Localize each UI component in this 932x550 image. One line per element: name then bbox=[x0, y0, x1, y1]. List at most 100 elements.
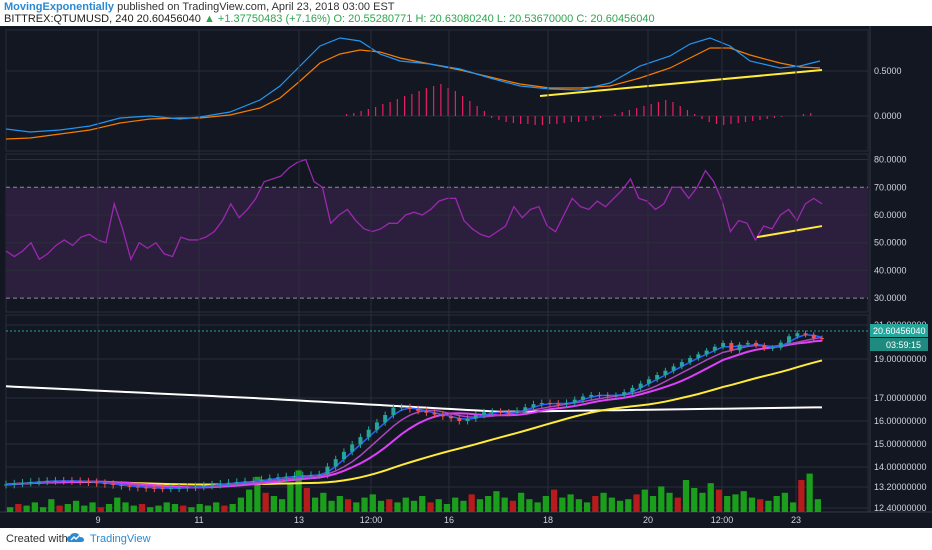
volume-bar bbox=[526, 499, 533, 512]
candle-body bbox=[572, 399, 577, 403]
candle-body bbox=[556, 403, 561, 405]
volume-bar bbox=[509, 500, 517, 512]
volume-bar bbox=[221, 505, 228, 512]
candle-body bbox=[374, 422, 379, 430]
volume-bar bbox=[81, 505, 88, 512]
volume-bar bbox=[147, 507, 154, 512]
volume-bar bbox=[97, 507, 104, 512]
candle-body bbox=[111, 483, 116, 485]
footer: Created with TradingView bbox=[0, 528, 932, 550]
volume-bar bbox=[56, 505, 63, 512]
volume-bar bbox=[353, 502, 360, 512]
volume-bar bbox=[229, 504, 236, 512]
volume-bar bbox=[303, 488, 310, 512]
candle-body bbox=[721, 343, 726, 347]
candle-body bbox=[36, 481, 41, 483]
candle-body bbox=[712, 346, 717, 351]
volume-bar bbox=[361, 497, 368, 512]
candle-body bbox=[564, 402, 569, 405]
volume-bar bbox=[559, 497, 566, 512]
volume-bar bbox=[138, 504, 146, 512]
volume-bar bbox=[394, 502, 401, 512]
volume-bar bbox=[641, 489, 648, 512]
trading-chart[interactable]: 0.5000 0.0000 80.0000 70.0000 60.0000 50.0000… bbox=[0, 26, 932, 528]
volume-bar bbox=[658, 486, 665, 512]
candle-body bbox=[646, 379, 651, 384]
volume-bar bbox=[114, 497, 121, 512]
candle-body bbox=[630, 387, 635, 393]
volume-bar bbox=[204, 505, 212, 512]
candle-body bbox=[655, 374, 660, 380]
time-tick-label: 11 bbox=[194, 515, 203, 525]
candle-body bbox=[201, 485, 206, 487]
volume-bar bbox=[773, 496, 780, 512]
candle-body bbox=[267, 478, 272, 480]
volume-bar bbox=[592, 496, 599, 512]
volume-bar bbox=[336, 496, 343, 512]
candle-body bbox=[737, 344, 742, 351]
ema-slow-line bbox=[5, 339, 823, 489]
time-tick-label: 23 bbox=[791, 515, 801, 525]
candle-body bbox=[341, 451, 346, 460]
volume-bar bbox=[600, 492, 607, 512]
volume-bar bbox=[180, 505, 187, 512]
time-tick-label: 12:00 bbox=[711, 515, 734, 525]
volume-bar bbox=[608, 497, 615, 512]
rsi-line bbox=[5, 158, 823, 262]
rsi-tick-label: 70.0000 bbox=[874, 182, 907, 192]
tradingview-link[interactable]: TradingView bbox=[90, 533, 151, 545]
ema-mid-line bbox=[5, 336, 823, 489]
candle-body bbox=[119, 484, 124, 486]
candle-body bbox=[358, 437, 363, 445]
macd-trendline bbox=[539, 69, 823, 97]
volume-bar bbox=[402, 497, 409, 512]
time-tick-label: 18 bbox=[543, 515, 553, 525]
candle-body bbox=[193, 486, 198, 488]
volume-bar bbox=[443, 504, 451, 512]
candle-body bbox=[127, 485, 132, 487]
candle-body bbox=[78, 481, 83, 483]
volume-bar bbox=[806, 473, 813, 512]
chart-header: MovingExponentially published on Trading… bbox=[0, 0, 932, 26]
volume-bar bbox=[666, 492, 673, 512]
rsi-tick-label: 50.0000 bbox=[874, 238, 907, 248]
candle-body bbox=[803, 333, 808, 335]
candle-body bbox=[94, 482, 99, 484]
volume-bar bbox=[518, 492, 525, 512]
candle-body bbox=[432, 412, 437, 415]
candle-body bbox=[531, 404, 536, 408]
candle-body bbox=[152, 487, 157, 489]
candle-body bbox=[820, 338, 824, 340]
volume-bar bbox=[814, 499, 821, 512]
change-arrow-icon: ▲ bbox=[203, 13, 215, 25]
macd-line bbox=[5, 37, 821, 133]
candle-body bbox=[811, 334, 816, 339]
candle-body bbox=[548, 402, 552, 404]
author-link[interactable]: MovingExponentially bbox=[4, 1, 115, 13]
volume-bar bbox=[328, 500, 335, 512]
volume-bar bbox=[542, 496, 549, 512]
volume-bar bbox=[551, 489, 558, 512]
macd-tick-label: 0.0000 bbox=[874, 111, 902, 121]
candle-body bbox=[745, 342, 750, 345]
volume-bar bbox=[476, 499, 484, 512]
symbol-label: BITTREX:QTUMUSD, 240 bbox=[4, 13, 134, 25]
tradingview-cloud-icon bbox=[67, 533, 84, 542]
volume-bar bbox=[410, 500, 418, 512]
volume-bar bbox=[369, 494, 376, 512]
volume-bar bbox=[699, 492, 706, 512]
candle-body bbox=[688, 357, 693, 363]
price-tick-label: 12.40000000 bbox=[874, 503, 927, 513]
volume-bar bbox=[419, 496, 426, 512]
volume-bar bbox=[748, 497, 756, 512]
volume-bar bbox=[386, 499, 393, 512]
candle-body bbox=[696, 354, 701, 358]
high-value: H: 20.63080240 bbox=[415, 13, 494, 25]
volume-bar bbox=[674, 497, 681, 512]
candle-body bbox=[597, 394, 602, 396]
volume-bar bbox=[790, 502, 797, 512]
candle-body bbox=[704, 350, 709, 355]
candle-body bbox=[539, 402, 544, 405]
volume-bar bbox=[64, 504, 71, 512]
candle-body bbox=[613, 395, 618, 397]
